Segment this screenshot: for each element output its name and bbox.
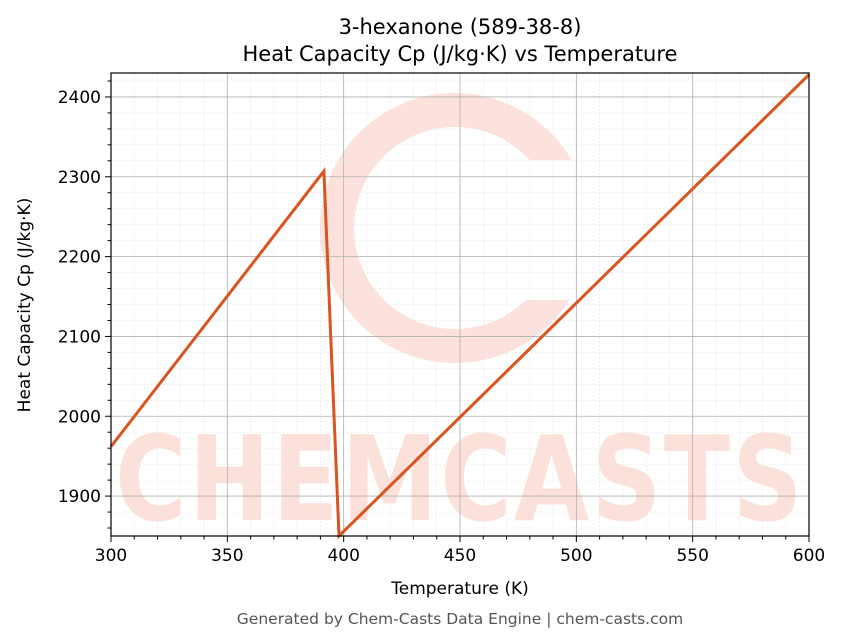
series-layer [109,73,811,540]
x-tick-label: 300 [95,546,127,566]
watermark-logo-icon [320,93,600,363]
y-axis-label: Heat Capacity Cp (J/kg·K) [15,198,35,413]
x-tick-label: 600 [793,546,825,566]
footer-credit: Generated by Chem-Casts Data Engine | ch… [237,610,683,628]
y-tick-label: 2200 [58,248,101,268]
x-tick-label: 450 [444,546,476,566]
y-tick-label: 2100 [58,327,101,347]
x-axis-label: Temperature (K) [390,579,529,599]
y-tick-label: 2000 [58,407,101,427]
chart-subtitle: Heat Capacity Cp (J/kg·K) vs Temperature [243,42,678,66]
y-tick-label: 2400 [58,88,101,108]
x-tick-label: 500 [560,546,592,566]
watermark-text: CHEMCASTS [115,410,805,548]
x-tick-label: 400 [327,546,359,566]
y-tick-label: 2300 [58,168,101,188]
series-line [109,73,811,540]
y-axis: 1900 2000 2100 2200 2300 2400 [58,80,111,529]
x-tick-label: 550 [676,546,708,566]
chart-title: 3-hexanone (589-38-8) [339,15,582,39]
x-axis: 300 350 400 450 500 550 600 [95,536,825,566]
watermark: CHEMCASTS [115,93,805,548]
x-tick-label: 350 [211,546,243,566]
y-tick-label: 1900 [58,487,101,507]
